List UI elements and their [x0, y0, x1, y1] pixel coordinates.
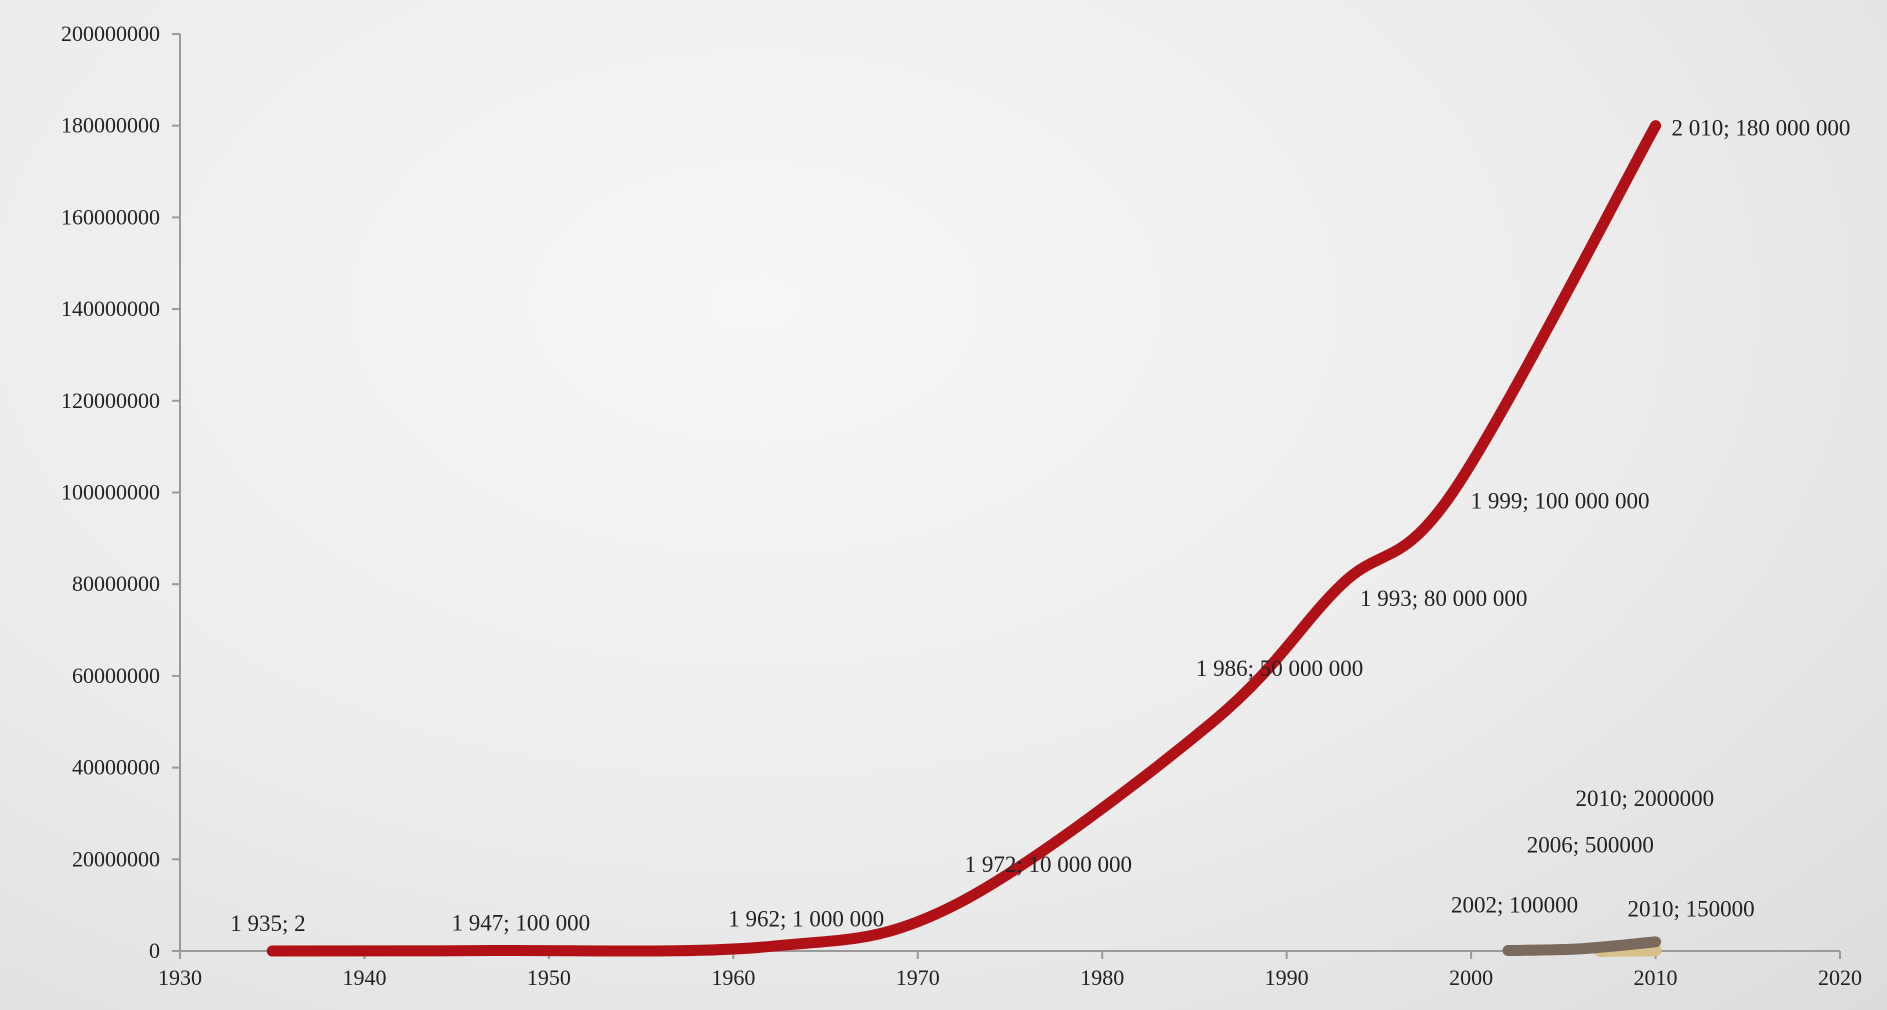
data-label: 1 935; 2 [230, 911, 305, 936]
y-tick-label: 100000000 [61, 480, 160, 505]
y-tick-label: 180000000 [61, 113, 160, 138]
y-tick-label: 200000000 [61, 21, 160, 46]
y-tick-label: 120000000 [61, 388, 160, 413]
x-tick-label: 1940 [342, 965, 386, 990]
y-tick-label: 20000000 [72, 846, 160, 871]
data-label: 1 947; 100 000 [452, 911, 591, 936]
x-ticks: 1930 1940 1950 1960 1970 1980 1990 2000 2010 2020 [158, 951, 1862, 990]
x-tick-label: 2020 [1818, 965, 1862, 990]
x-tick-label: 2000 [1449, 965, 1493, 990]
y-tick-label: 160000000 [61, 204, 160, 229]
data-label: 2010; 150000 [1628, 896, 1755, 921]
y-tick-label: 80000000 [72, 571, 160, 596]
series-1-line [1502, 936, 1662, 957]
y-ticks: 0 20000000 40000000 60000000 80000000 1000000… [61, 21, 180, 963]
x-tick-label: 1960 [711, 965, 755, 990]
data-label: 2010; 2000000 [1576, 786, 1715, 811]
series-0-line [266, 120, 1662, 957]
y-tick-label: 140000000 [61, 296, 160, 321]
x-tick-label: 1950 [527, 965, 571, 990]
y-tick-label: 60000000 [72, 663, 160, 688]
x-tick-label: 1930 [158, 965, 202, 990]
data-labels: 1 935; 2 1 947; 100 000 1 962; 1 000 000 1 … [230, 116, 1850, 936]
data-label: 1 999; 100 000 000 [1471, 489, 1650, 514]
data-label: 2 010; 180 000 000 [1672, 116, 1851, 141]
x-tick-label: 1990 [1265, 965, 1309, 990]
data-label: 2006; 500000 [1527, 833, 1654, 858]
data-label: 1 993; 80 000 000 [1360, 586, 1527, 611]
data-label: 1 986; 50 000 000 [1196, 656, 1363, 681]
x-tick-label: 2010 [1634, 965, 1678, 990]
x-tick-label: 1970 [896, 965, 940, 990]
y-tick-label: 0 [149, 938, 160, 963]
y-tick-label: 40000000 [72, 755, 160, 780]
data-label: 1 962; 1 000 000 [728, 906, 884, 931]
series-layer [266, 120, 1662, 957]
data-label: 1 972; 10 000 000 [965, 852, 1132, 877]
x-tick-label: 1980 [1080, 965, 1124, 990]
data-label: 2002; 100000 [1451, 893, 1578, 918]
